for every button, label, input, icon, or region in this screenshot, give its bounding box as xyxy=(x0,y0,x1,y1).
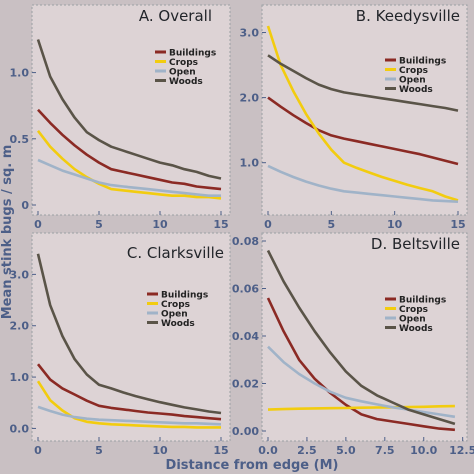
x-tick-label: 0 xyxy=(34,444,42,457)
series-line-woods xyxy=(266,249,456,426)
series-line-woods xyxy=(267,54,459,112)
plot-area xyxy=(31,232,231,442)
y-tick-label: 0.06 xyxy=(232,283,259,296)
legend-label: Buildings xyxy=(161,291,208,301)
x-tick-label: 5 xyxy=(328,218,336,231)
y-tick-label: 0.08 xyxy=(232,235,259,248)
panel-title: C. Clarksville xyxy=(127,244,224,262)
series-line-open xyxy=(267,164,459,203)
y-tick-label: 0.5 xyxy=(10,133,30,146)
x-tick-label: 10.0 xyxy=(410,444,437,457)
x-axis-label: Distance from edge (M) xyxy=(166,458,339,473)
y-tick-label: 0.02 xyxy=(232,378,259,391)
legend-label: Crops xyxy=(161,300,190,310)
y-tick-label: 0.0 xyxy=(10,422,30,435)
series-line-buildings xyxy=(267,96,459,166)
plot-area xyxy=(261,4,468,216)
legend-label: Buildings xyxy=(169,49,216,59)
y-tick-label: 2.0 xyxy=(10,320,30,333)
y-tick-label: 0 xyxy=(21,199,29,212)
legend-label: Woods xyxy=(399,85,433,95)
x-tick-label: 5 xyxy=(95,218,103,231)
panel-title: B. Keedysville xyxy=(356,7,460,25)
series-line-buildings xyxy=(36,363,222,421)
y-tick-label: 3.0 xyxy=(10,268,30,281)
legend-label: Crops xyxy=(399,66,428,76)
legend-label: Open xyxy=(399,76,426,86)
series-line-woods xyxy=(36,39,222,180)
legend-label: Crops xyxy=(169,58,198,68)
x-tick-label: 15 xyxy=(450,218,465,231)
series-line-buildings xyxy=(266,297,455,432)
x-tick-label: 2.5 xyxy=(297,444,317,457)
y-tick-label: 3.0 xyxy=(240,27,260,40)
series-line-crops xyxy=(267,404,455,411)
legend-label: Woods xyxy=(169,77,203,87)
panel-d: 0.0 2.5 5.0 7.5 10.0 12.5 0.00 0.02 0.04 0.06 0.08… xyxy=(232,232,474,457)
series-line-woods xyxy=(36,253,222,415)
x-tick-label: 5.0 xyxy=(336,444,356,457)
series-line-buildings xyxy=(37,108,222,191)
x-tick-label: 10 xyxy=(387,218,403,231)
legend-label: Woods xyxy=(399,324,433,334)
x-tick-label: 0 xyxy=(34,218,42,231)
legend-label: Woods xyxy=(161,319,195,329)
panel-title: A. Overall xyxy=(139,7,212,25)
x-tick-label: 12.5 xyxy=(449,444,474,457)
y-tick-label: 0.00 xyxy=(232,425,259,438)
panel-b: 0 5 10 15 1.0 2.0 3.0 B. Keedysville BuildingsCr… xyxy=(240,4,468,231)
panel-a: 0 5 10 15 0 0.5 1.0 A. Overall BuildingsCropsOpe… xyxy=(10,4,231,231)
legend-label: Crops xyxy=(399,305,428,315)
x-tick-label: 10 xyxy=(152,444,168,457)
legend-label: Open xyxy=(399,315,426,325)
x-tick-label: 15 xyxy=(213,218,228,231)
series-line-open xyxy=(37,158,221,197)
legend-label: Buildings xyxy=(399,296,446,306)
x-tick-label: 10 xyxy=(152,218,168,231)
series-line-open xyxy=(267,345,456,419)
legend-label: Open xyxy=(161,310,188,320)
y-tick-label: 2.0 xyxy=(240,92,260,105)
x-tick-label: 0 xyxy=(264,218,272,231)
y-tick-label: 1.0 xyxy=(10,67,30,80)
series-line-crops xyxy=(266,25,459,202)
x-tick-label: 7.5 xyxy=(375,444,395,457)
panel-title: D. Beltsville xyxy=(371,235,460,253)
y-axis-label: Mean stink bugs / sq. m xyxy=(0,145,15,320)
legend-label: Buildings xyxy=(399,57,446,67)
legend-label: Open xyxy=(169,68,196,78)
y-tick-label: 0.04 xyxy=(232,330,259,343)
series-line-open xyxy=(37,405,222,426)
series-line-crops xyxy=(36,130,222,200)
y-tick-label: 1.0 xyxy=(10,371,30,384)
panel-c: 0 5 10 15 0.0 1.0 2.0 3.0 C. Clarksville Building… xyxy=(10,232,231,457)
series-line-crops xyxy=(36,380,221,429)
x-tick-label: 0.0 xyxy=(258,444,278,457)
x-tick-label: 15 xyxy=(213,444,228,457)
y-tick-label: 1.0 xyxy=(240,157,260,170)
x-tick-label: 5 xyxy=(95,444,103,457)
plot-area xyxy=(31,4,231,216)
